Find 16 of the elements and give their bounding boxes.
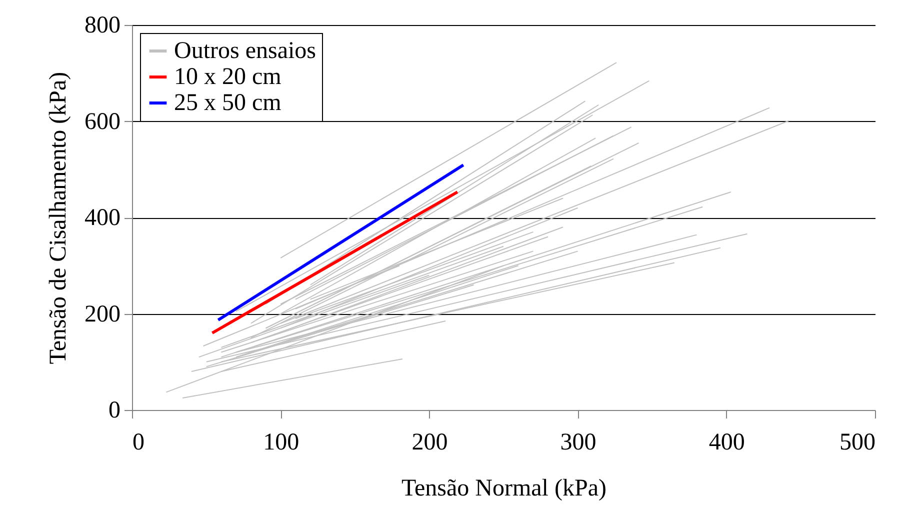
x-tick-label: 500 [840,430,876,456]
x-tick-label: 0 [132,430,144,456]
y-tick-label: 800 [84,12,120,38]
x-tick-label: 100 [263,430,300,456]
x-tick-label: 400 [708,430,745,456]
y-tick-label: 400 [84,205,120,231]
x-tick-label: 300 [560,430,596,456]
x-tick-label: 200 [412,430,448,456]
y-tick-label: 600 [84,108,120,135]
legend-label: Outros ensaios [174,38,316,64]
y-axis-title: Tensão de Cisalhamento (kPa) [46,72,72,364]
y-tick-label: 200 [84,301,120,328]
legend-label: 10 x 20 cm [174,64,282,90]
y-tick-label: 0 [108,398,120,424]
x-axis-title: Tensão Normal (kPa) [402,476,606,502]
legend-label: 25 x 50 cm [174,90,282,116]
